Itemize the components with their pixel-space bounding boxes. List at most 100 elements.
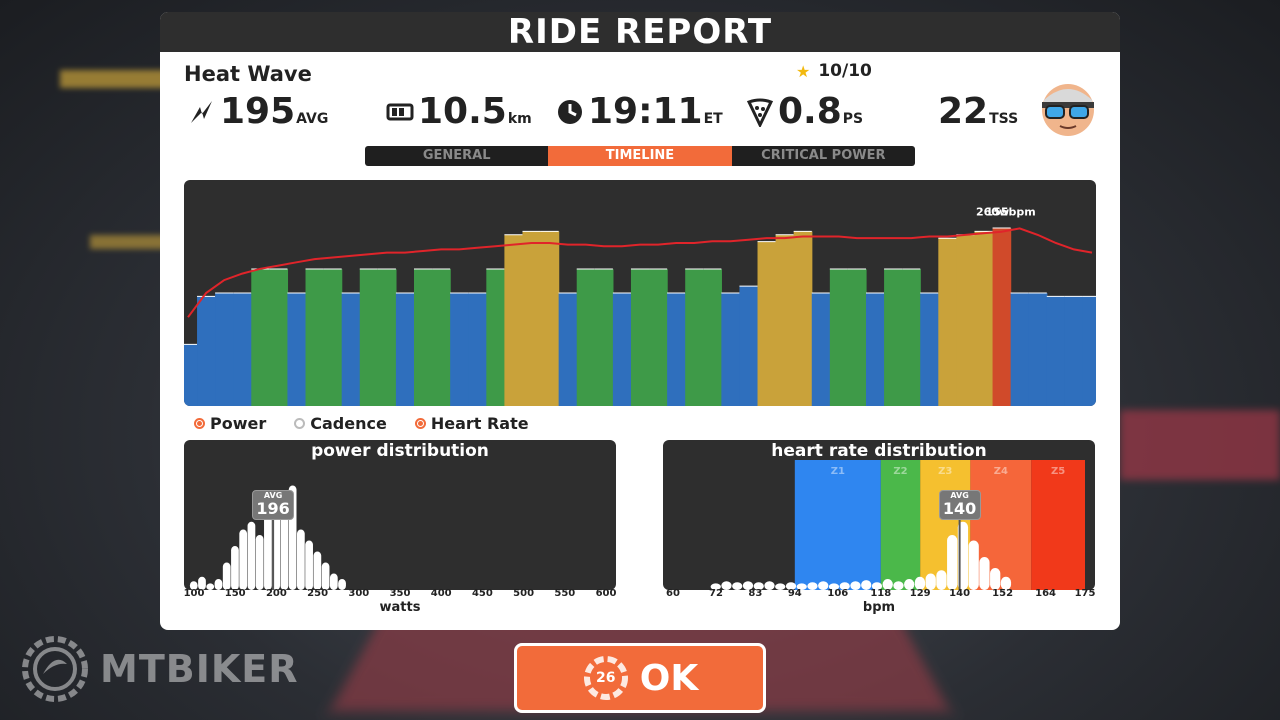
power-bar <box>540 231 560 406</box>
distribution-bar <box>305 540 313 590</box>
axis-tick: 164 <box>1035 588 1057 599</box>
ride-report-panel: RIDE REPORT Heat Wave ★ 10/10 195 AVG 10… <box>160 12 1120 630</box>
chart-legend: Power Cadence Heart Rate <box>194 414 529 433</box>
ride-rating: ★ 10/10 <box>796 61 872 81</box>
pizza-icon <box>746 98 774 127</box>
stat-pizza: 0.8 PS <box>746 92 863 132</box>
axis-tick: 400 <box>430 588 452 599</box>
power-bar <box>450 293 469 406</box>
ok-button[interactable]: 26 OK <box>514 643 766 713</box>
rider-avatar-icon <box>1042 84 1094 136</box>
axis-tick: 550 <box>554 588 576 599</box>
hr-avg-label: AVG <box>950 491 969 500</box>
power-bar <box>847 269 867 406</box>
distribution-bar <box>764 581 775 590</box>
hr-zone-Z2 <box>880 460 921 590</box>
distribution-bar <box>264 502 272 590</box>
power-bar <box>197 296 216 406</box>
legend-heart-rate[interactable]: Heart Rate <box>414 414 529 433</box>
distribution-bar <box>742 581 754 590</box>
axis-tick: 60 <box>666 588 680 599</box>
ride-name: Heat Wave <box>184 62 312 86</box>
tab-critical-power[interactable]: CRITICAL POWER <box>731 146 915 166</box>
legend-power-radio[interactable] <box>194 418 205 429</box>
power-bar <box>395 293 415 406</box>
power-bar <box>1064 296 1084 406</box>
power-bar <box>184 344 198 406</box>
hr-avg-value: 140 <box>942 499 977 518</box>
distribution-bar <box>189 581 198 590</box>
distribution-bar <box>255 535 264 590</box>
legend-heart-rate-radio[interactable] <box>414 418 426 429</box>
tab-timeline[interactable]: TIMELINE <box>548 146 732 166</box>
distribution-bar <box>338 579 346 590</box>
legend-cadence[interactable]: Cadence <box>294 414 387 433</box>
distribution-bar <box>721 581 732 590</box>
watermark-logo-icon <box>22 636 88 702</box>
power-bar <box>305 269 325 406</box>
timeline-annotation-1: 260w <box>976 205 1009 218</box>
tab-general[interactable]: GENERAL <box>365 146 549 166</box>
heart-rate-distribution-chart: heart rate distribution Z1 Z2 Z3 Z4 Z5 AVG 1… <box>663 440 1095 590</box>
axis-tick: 94 <box>787 588 802 599</box>
power-bar <box>884 269 903 406</box>
power-bar <box>377 269 397 406</box>
distribution-bar <box>850 581 861 590</box>
axis-tick: 450 <box>471 588 493 599</box>
power-avg-badge: AVG 196 <box>252 490 295 520</box>
power-bar <box>287 293 307 406</box>
stat-power-value: 195 <box>220 91 296 132</box>
power-bar <box>269 269 289 406</box>
hr-avg-badge: AVG 140 <box>938 490 981 520</box>
hr-axis-title: bpm <box>862 600 896 615</box>
distribution-bar <box>313 551 322 590</box>
power-bar <box>703 269 722 406</box>
hr-zone-Z5 <box>1031 460 1085 590</box>
axis-tick: 83 <box>748 588 763 599</box>
panel-title: RIDE REPORT <box>160 12 1120 52</box>
distribution-bar <box>272 510 281 590</box>
background-light <box>90 235 170 249</box>
distribution-bar <box>297 529 305 590</box>
power-bar <box>630 269 650 406</box>
power-bar <box>432 269 451 406</box>
legend-power[interactable]: Power <box>194 414 266 433</box>
axis-tick: 150 <box>224 588 246 599</box>
power-bar <box>757 241 777 406</box>
stat-power-unit: AVG <box>296 111 329 127</box>
distribution-bar <box>753 582 764 590</box>
distribution-bar <box>904 579 915 590</box>
distribution-bar <box>925 573 936 590</box>
stat-distance: 10.5 km <box>386 92 532 132</box>
stat-time: 19:11 ET <box>556 92 723 132</box>
power-bar <box>1028 293 1048 406</box>
distribution-bar <box>914 576 926 590</box>
power-bar <box>775 234 795 406</box>
power-bar <box>215 293 234 406</box>
heart-rate-line <box>187 227 1093 318</box>
distribution-bar <box>214 579 223 590</box>
power-bar <box>359 269 379 406</box>
power-bar <box>612 293 632 406</box>
distribution-bar <box>818 581 829 590</box>
power-bar <box>992 227 1012 406</box>
power-bar <box>1010 293 1030 406</box>
axis-tick: 200 <box>265 588 287 599</box>
power-bar <box>594 269 614 406</box>
legend-cadence-radio[interactable] <box>294 418 306 429</box>
distribution-bar <box>231 546 239 590</box>
legend-power-label: Power <box>210 414 267 433</box>
power-bar <box>811 293 831 406</box>
power-bar <box>974 231 994 406</box>
watermark: MTBIKER <box>18 632 299 706</box>
clock-icon <box>558 100 582 124</box>
stat-tss-value: 22 <box>938 91 989 132</box>
stat-tss-unit: TSS <box>989 111 1019 127</box>
power-bar <box>902 269 921 406</box>
distribution-bar <box>239 529 248 590</box>
distribution-bar <box>732 582 743 590</box>
distribution-bar <box>882 579 893 590</box>
stat-pizza-unit: PS <box>842 111 864 127</box>
axis-tick: 152 <box>992 588 1014 599</box>
timeline-chart: 155bpm 260w <box>184 180 1096 406</box>
